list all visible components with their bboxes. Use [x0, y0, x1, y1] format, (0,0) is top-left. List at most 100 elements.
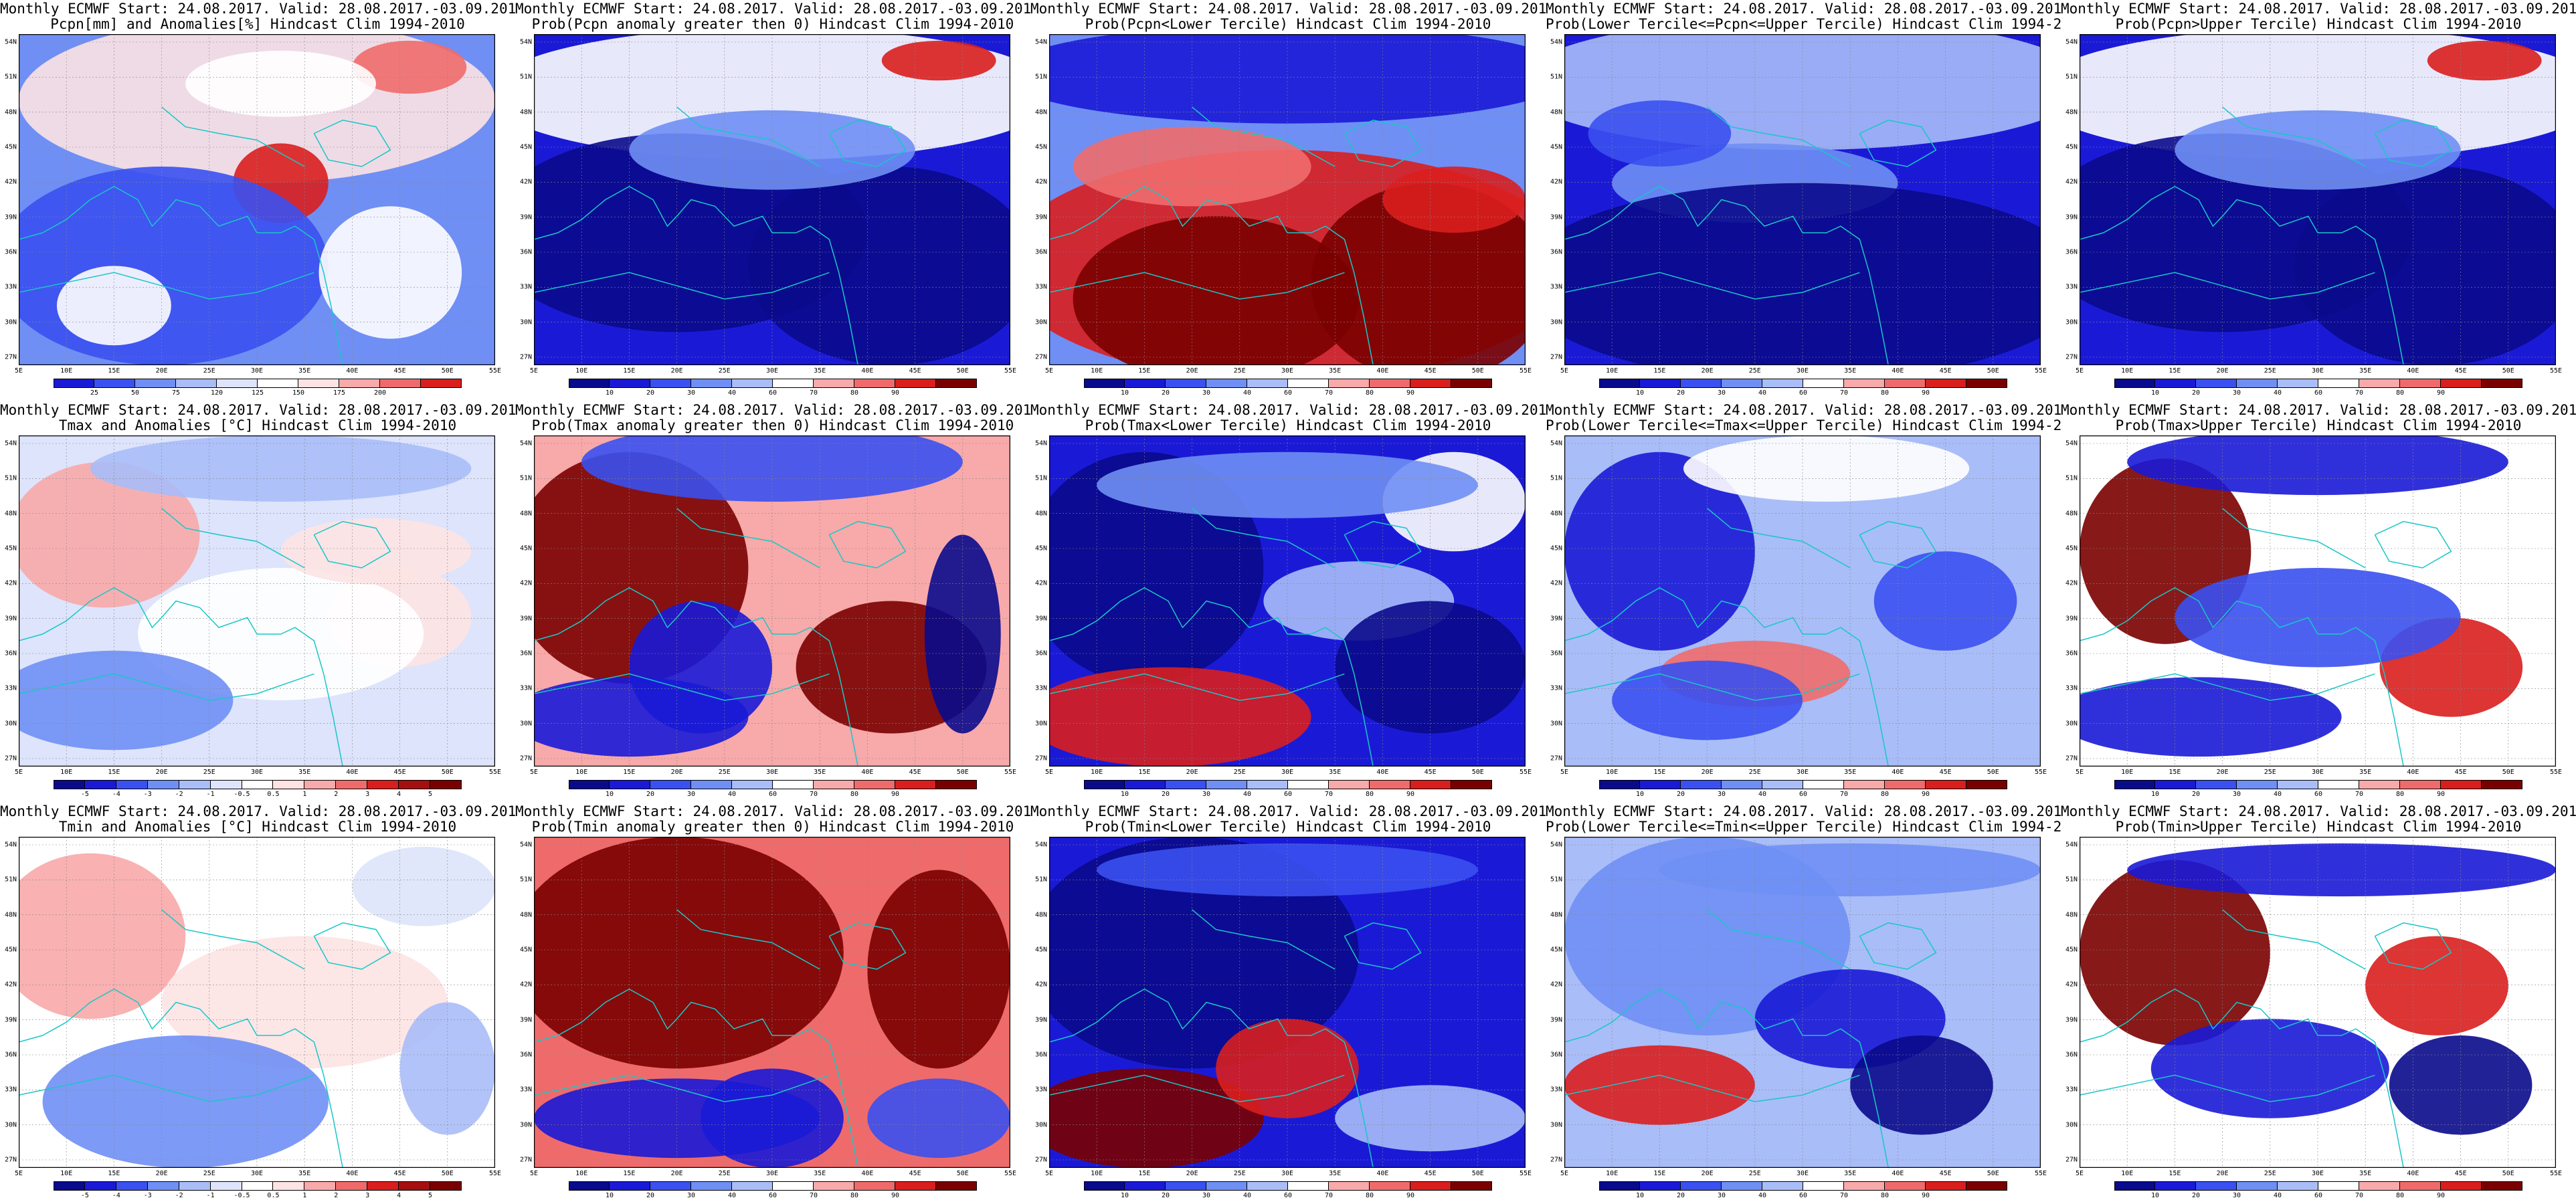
colorbar-swatch — [273, 780, 305, 789]
colorbar-swatch — [569, 379, 610, 388]
latitude-tick-label: 45N — [1550, 946, 1562, 954]
colorbar-tick-label: 20 — [1161, 791, 1170, 798]
longitude-tick-label: 25E — [1748, 769, 1761, 776]
colorbar-tick-label: 90 — [1406, 1192, 1415, 1199]
map-panel: Monthly ECMWF Start: 24.08.2017. Valid: … — [1546, 0, 2061, 401]
map-frame — [1049, 837, 1526, 1168]
colorbar-tick-label: 3 — [365, 791, 370, 798]
latitude-tick-label: 48N — [1550, 510, 1562, 518]
colorbar-swatch — [2237, 780, 2278, 789]
forecast-map — [2080, 837, 2556, 1168]
latitude-tick-label: 30N — [519, 1121, 532, 1129]
colorbar-tick-label: 70 — [809, 389, 818, 397]
coastline — [19, 185, 343, 365]
colorbar-tick-label: 10 — [1120, 791, 1129, 798]
anomaly-field-blob — [1683, 435, 1970, 502]
longitude-tick-label: 45E — [1939, 367, 1952, 375]
latitude-tick-label: 45N — [1034, 143, 1047, 151]
coastline — [19, 1074, 314, 1102]
latitude-tick-label: 39N — [4, 615, 17, 623]
latitude-tick-label: 30N — [1550, 318, 1562, 326]
panel-title-line2: Tmin and Anomalies [°C] Hindcast Clim 19… — [58, 819, 457, 835]
longitude-tick-label: 5E — [2075, 1170, 2084, 1177]
coastline — [2222, 106, 2366, 167]
latitude-tick-label: 54N — [4, 38, 17, 46]
colorbar-tick-label: 30 — [1717, 389, 1726, 397]
colorbar-swatch — [1681, 1181, 1722, 1191]
colorbar-tick-label: 90 — [1406, 791, 1415, 798]
colorbar-swatch — [2400, 780, 2441, 789]
latitude-tick-label: 27N — [1034, 353, 1047, 361]
anomaly-field-blob — [1097, 843, 1478, 897]
longitude-tick-label: 30E — [1796, 367, 1809, 375]
latitude-tick-label: 39N — [2065, 1016, 2078, 1024]
colorbar-swatch — [1844, 1181, 1885, 1191]
colorbar-swatch — [210, 780, 242, 789]
colorbar-tick-label: 4 — [397, 1192, 401, 1199]
colorbar-swatch — [304, 1181, 337, 1191]
colorbar-tick-label: 5 — [428, 791, 433, 798]
colorbar-swatch — [367, 780, 399, 789]
coastline — [313, 119, 391, 167]
panel-title-line1: Monthly ECMWF Start: 24.08.2017. Valid: … — [0, 1, 515, 17]
map-frame — [534, 34, 1010, 365]
forecast-map — [2080, 435, 2556, 767]
colorbar-swatch — [1329, 379, 1370, 388]
map-panel: Monthly ECMWF Start: 24.08.2017. Valid: … — [2061, 0, 2576, 401]
colorbar-swatch — [854, 379, 895, 388]
map-canvas — [534, 34, 1010, 365]
anomaly-field-blob — [581, 435, 963, 502]
latitude-tick-label: 30N — [4, 1121, 17, 1129]
longitude-tick-label: 25E — [1748, 1170, 1761, 1177]
longitude-tick-label: 10E — [1606, 1170, 1619, 1177]
latitude-tick-label: 42N — [2065, 579, 2078, 587]
colorbar-swatch — [1206, 379, 1247, 388]
forecast-map — [19, 837, 495, 1168]
colorbar-swatch — [298, 379, 339, 388]
map-frame — [19, 837, 495, 1168]
coastline — [19, 988, 343, 1168]
colorbar-tick-label: 60 — [768, 791, 777, 798]
colorbar-swatch — [1885, 379, 1926, 388]
latitude-tick-label: 27N — [1034, 755, 1047, 763]
longitude-tick-label: 30E — [1796, 1170, 1809, 1177]
colorbar-swatch — [610, 1181, 650, 1191]
latitude-tick-label: 51N — [1550, 73, 1562, 81]
anomaly-field-blob — [2080, 860, 2270, 1045]
colorbar-swatch — [2318, 379, 2359, 388]
colorbar-swatch — [1247, 379, 1288, 388]
anomaly-field-blob — [1382, 167, 1526, 233]
colorbar-tick-label: 90 — [2436, 389, 2446, 397]
panel-title-line2: Prob(Lower Tercile<=Pcpn<=Upper Tercile)… — [1546, 16, 2061, 32]
anomaly-field-blob — [2080, 677, 2342, 757]
longitude-tick-label: 55E — [1519, 367, 1532, 375]
longitude-tick-label: 50E — [441, 1170, 454, 1177]
latitude-tick-label: 33N — [1034, 283, 1047, 291]
latitude-tick-label: 39N — [1034, 1016, 1047, 1024]
longitude-tick-label: 35E — [814, 367, 826, 375]
colorbar-tick-label: -4 — [112, 1192, 120, 1199]
coastline — [2080, 988, 2404, 1168]
map-panel: Monthly ECMWF Start: 24.08.2017. Valid: … — [1030, 0, 1546, 401]
longitude-tick-label: 45E — [909, 769, 921, 776]
coastline — [1707, 106, 1851, 167]
latitude-tick-label: 54N — [519, 439, 532, 447]
colorbar-swatch — [650, 780, 691, 789]
longitude-tick-label: 40E — [2407, 367, 2419, 375]
longitude-tick-label: 15E — [2169, 367, 2181, 375]
longitude-tick-label: 10E — [1606, 769, 1619, 776]
longitude-tick-label: 15E — [108, 1170, 120, 1177]
colorbar-tick-label: 70 — [1324, 389, 1333, 397]
colorbar-tick-label: 70 — [809, 1192, 818, 1199]
colorbar-tick-label: 30 — [2232, 791, 2241, 798]
longitude-axis: 5E 10E 15E 20E 25E 30E 35E 40E 45E 50E 55E — [15, 367, 501, 377]
colorbar-swatch — [2155, 379, 2196, 388]
longitude-tick-label: 10E — [2121, 769, 2134, 776]
colorbar-swatch — [147, 1181, 179, 1191]
map-canvas — [19, 34, 495, 365]
latitude-tick-label: 45N — [519, 143, 532, 151]
map-panel: Monthly ECMWF Start: 24.08.2017. Valid: … — [1030, 803, 1546, 1204]
map-canvas — [1049, 837, 1526, 1168]
longitude-tick-label: 20E — [155, 769, 168, 776]
latitude-tick-label: 30N — [519, 318, 532, 326]
